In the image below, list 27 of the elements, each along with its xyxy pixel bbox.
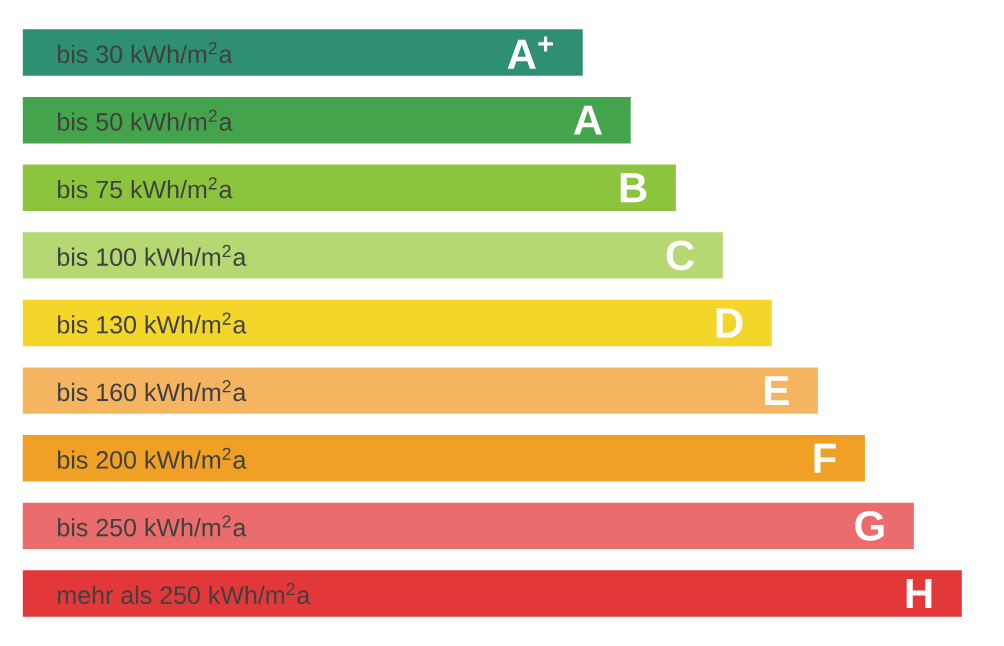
y-tick-label: bis 75 kWh/m$^{2}$a <box>58 177 233 199</box>
annotation: A <box>573 105 602 135</box>
bar <box>21 27 585 78</box>
annotation: D <box>716 308 743 338</box>
annotation: H <box>906 578 932 608</box>
bar <box>21 298 774 348</box>
bar <box>21 501 916 551</box>
bar <box>21 230 725 281</box>
y-tick-label: mehr als 250 kWh/m$^{2}$a <box>58 582 311 605</box>
bar <box>21 433 867 484</box>
bar <box>21 162 678 213</box>
annotation: G <box>855 510 884 541</box>
y-tick-label: bis 160 kWh/m$^{2}$a <box>58 380 247 402</box>
bar <box>21 568 964 619</box>
annotation: C <box>666 240 695 271</box>
y-tick-label: bis 50 kWh/m$^{2}$a <box>58 109 233 131</box>
bar <box>21 365 820 416</box>
y-tick-label: bis 100 kWh/m$^{2}$a <box>58 244 247 266</box>
annotation: A$^{+}$ <box>507 36 553 69</box>
y-tick-label: bis 250 kWh/m$^{2}$a <box>58 515 247 537</box>
annotation: B <box>620 173 647 203</box>
y-tick-label: bis 130 kWh/m$^{2}$a <box>58 312 247 334</box>
annotation: F <box>814 443 836 473</box>
annotation: E <box>765 376 789 406</box>
y-tick-label: bis 200 kWh/m$^{2}$a <box>58 447 247 469</box>
bar <box>21 95 633 145</box>
y-tick-label: bis 30 kWh/m$^{2}$a <box>58 42 233 64</box>
